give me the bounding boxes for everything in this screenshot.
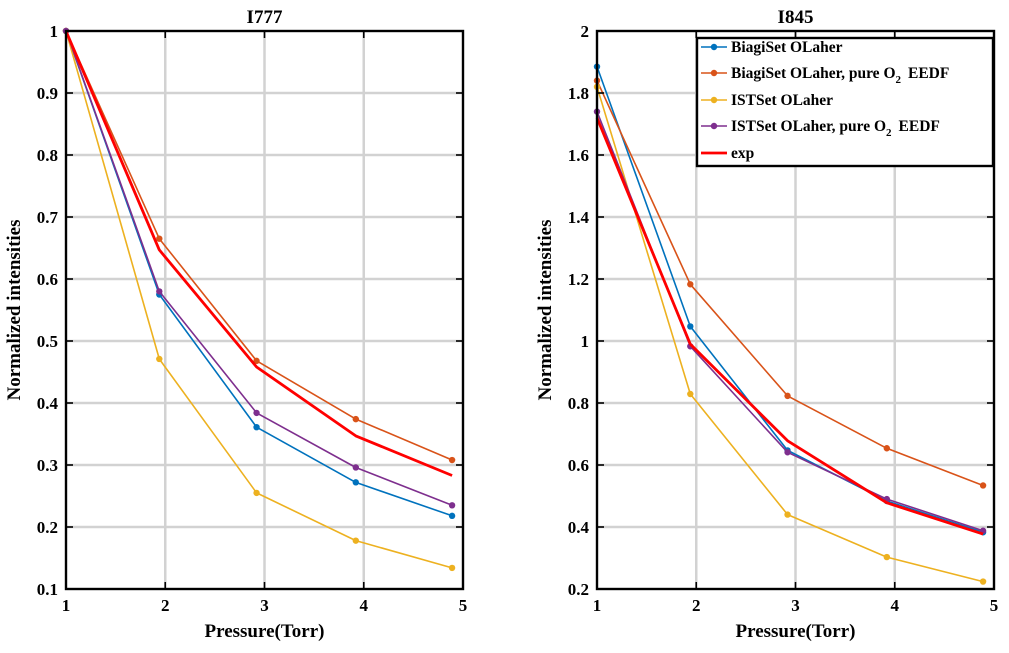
chart2-series-3-point [784,511,791,518]
chart1-series-4-line [65,30,453,507]
chart1-series-4-point [448,502,456,509]
chart2-series-4-line [596,111,984,532]
chart2-ytick-label: 0.6 [568,456,589,475]
chart2: 1 2 3 4 5 0.2 0.4 0.6 0.8 1 1.2 1.4 1.6 1.8 2 I845 Press… [535,7,998,642]
chart1-ytick-label: 0.1 [37,580,58,599]
chart1-series-4-point [352,464,360,471]
chart2-legend-marker-1 [710,43,718,51]
chart1-series-1-point [448,512,456,520]
chart2-xtick-label: 1 [593,596,602,615]
chart2-ytick-label: 1.4 [568,208,590,227]
chart2-series-2-point [784,392,791,400]
chart2-legend: BiagiSet OLaher BiagiSet OLaher, pure O2 … [695,36,995,168]
chart1-series-1-line [65,30,453,517]
chart2-xtick-label: 5 [990,596,999,615]
chart2-series-4-point [784,449,791,456]
chart2-ytick-label: 1.2 [568,270,589,289]
chart1-series-2-point [156,235,163,242]
chart2-legend-box [695,36,995,168]
chart1-series-3-point [352,537,360,544]
chart1-ytick-label: 0.9 [37,84,58,103]
chart2-ytick-label: 0.8 [568,394,589,413]
chart1-series-3-point [448,564,456,572]
chart1-series-2-point [253,357,260,365]
chart1-ytick-label: 0.3 [37,456,58,475]
chart2-xlabel: Pressure(Torr) [736,621,856,642]
chart1-series-2-point [448,456,456,464]
chart2-legend-label-1: BiagiSet OLaher [731,39,843,56]
chart2-series-2-point [883,445,891,452]
chart1-ytick-label: 1 [50,22,59,41]
chart1-series-4-point [156,288,163,295]
chart1-series-4-point [253,409,260,417]
chart2-ylabel: Normalized intensities [535,219,556,400]
chart1-ytick-label: 0.6 [37,270,58,289]
chart2-legend-label-5: exp [731,145,754,162]
chart1-series-3-point [253,489,260,497]
chart2-ytick-label: 0.2 [568,580,589,599]
chart1-xtick-label: 4 [360,596,369,615]
chart1-ytick-label: 0.8 [37,146,58,165]
chart2-xtick-label: 2 [692,596,701,615]
chart1-series-1-point [352,479,360,486]
chart2-series-2-point [979,482,987,489]
chart1-series-2-point [352,415,360,423]
chart1-ylabel: Normalized intensities [4,219,25,400]
chart2-xtick-label: 3 [791,596,800,615]
chart1-xtick-label: 3 [260,596,269,615]
chart1-ytick-label: 0.7 [37,208,59,227]
chart2-series-3-point [687,390,694,398]
chart2-legend-marker-4 [710,122,718,130]
chart2-xtick-label: 4 [891,596,900,615]
chart2-legend-label-3: ISTSet OLaher [731,92,833,109]
chart2-legend-marker-3 [710,96,718,104]
chart2-ytick-label: 1 [581,332,590,351]
chart2-title: I845 [778,7,814,28]
chart1-series-3-point [156,355,163,363]
chart2-ytick-label: 1.8 [568,84,589,103]
chart1-series-3-line [65,30,453,569]
chart1-ytick-label: 0.2 [37,518,58,537]
chart2-ytick-label: 2 [581,22,590,41]
chart1-ytick-label: 0.4 [37,394,59,413]
chart2-series-1-point [687,323,694,330]
chart2-ytick-label: 0.4 [568,518,590,537]
chart1-xtick-label: 1 [62,596,71,615]
chart1-xtick-label: 2 [161,596,170,615]
chart1-xlabel: Pressure(Torr) [205,621,325,642]
chart2-series-3-point [979,578,987,585]
chart2-series-5-line [595,117,984,536]
chart2-legend-label-2: BiagiSet OLaher, pure O2 EEDF [731,65,949,86]
chart1-series-5-line [64,30,453,477]
chart1-series-1-point [253,423,260,431]
chart1-series-2-line [65,30,453,461]
chart1-xtick-label: 5 [459,596,468,615]
chart2-legend-label-4: ISTSet OLaher, pure O2 EEDF [731,118,940,139]
chart1-ytick-label: 0.5 [37,332,58,351]
chart2-ytick-label: 1.6 [568,146,589,165]
chart2-legend-marker-2 [710,69,718,77]
chart2-series-3-point [883,553,891,561]
chart1-title: I777 [247,7,283,28]
chart1: 1 2 3 4 5 0.1 0.2 0.3 0.4 0.5 0.6 0.7 0.8 0.9 1 I777 Pre… [4,7,467,642]
chart2-series-2-point [687,281,694,288]
